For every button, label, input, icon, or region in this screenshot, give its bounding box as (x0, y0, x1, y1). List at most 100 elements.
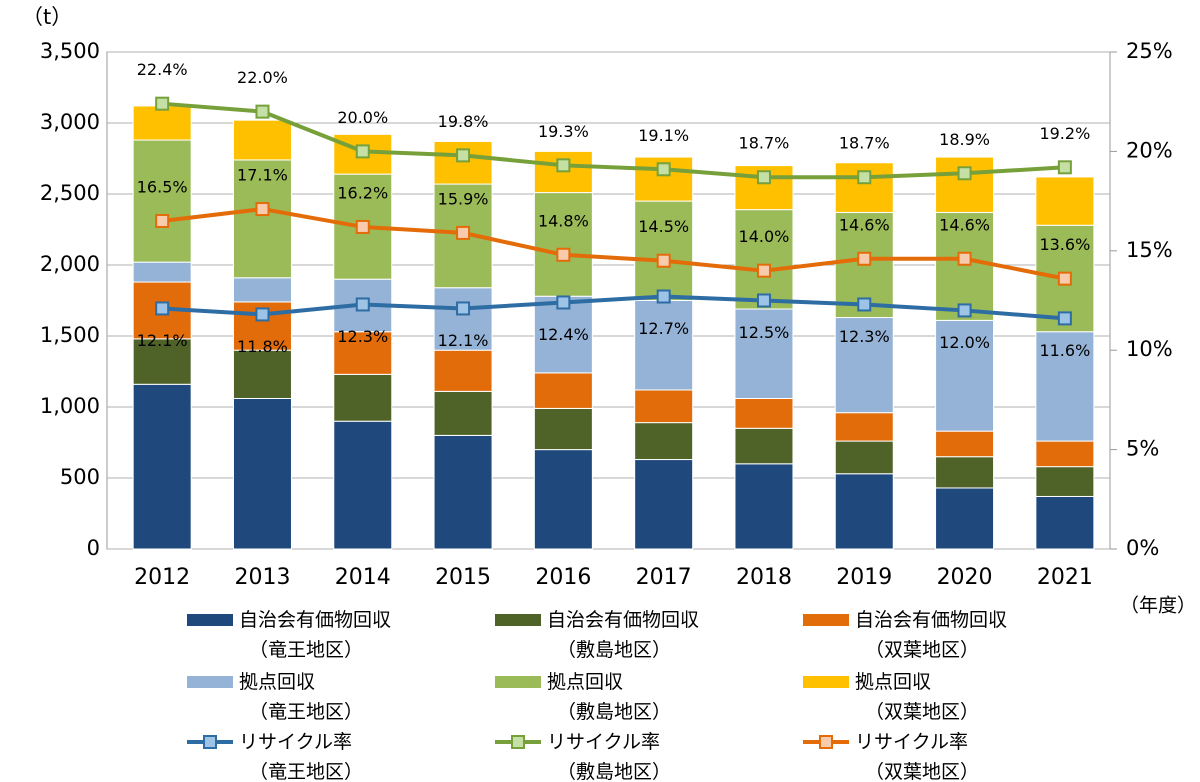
legend-label-line: （双葉地区） (865, 701, 979, 723)
bar-segment (1035, 495, 1095, 550)
rate-marker (656, 253, 671, 268)
legend-marker (511, 735, 525, 749)
data-label: 20.0% (337, 108, 388, 127)
bar-segment (433, 390, 493, 436)
legend-label: 自治会有価物回収 （敷島地区） (547, 609, 699, 661)
legend-label-line: 自治会有価物回収 (547, 609, 699, 631)
data-label: 14.8% (538, 211, 589, 230)
rate-marker (857, 297, 872, 312)
bar-segment (734, 427, 794, 465)
legend-label: リサイクル率 （竜王地区） (239, 731, 363, 782)
legend-label-line: （敷島地区） (557, 701, 671, 723)
legend-label-line: （双葉地区） (865, 639, 979, 661)
bar-segment (935, 156, 995, 213)
data-label: 19.3% (538, 122, 589, 141)
bar-segment (834, 412, 894, 442)
data-label: 14.6% (839, 215, 890, 234)
y-tick-label: 2,500 (40, 181, 100, 205)
rate-marker (155, 301, 170, 316)
legend-label: 自治会有価物回収 （双葉地区） (855, 609, 1007, 661)
bar-segment (634, 200, 694, 302)
bar-segment (232, 159, 292, 279)
legend-label-line: （竜王地区） (249, 761, 363, 782)
rate-line (162, 101, 1065, 180)
x-tick-label: 2014 (335, 565, 391, 590)
data-label: 12.3% (839, 327, 890, 346)
bar-segment (634, 459, 694, 550)
rate-marker (857, 170, 872, 185)
data-label: 18.7% (839, 134, 890, 153)
bar-segment (634, 422, 694, 461)
rate-marker (756, 263, 771, 278)
bar-segment (834, 473, 894, 550)
data-label: 12.3% (337, 327, 388, 346)
bar-segment (132, 105, 192, 141)
legend-label: 拠点回収 （敷島地区） (547, 671, 671, 723)
rate-marker (155, 96, 170, 111)
data-label: 11.8% (237, 337, 288, 356)
bar-segment (1035, 466, 1095, 497)
y2-tick-label: 5% (1126, 437, 1159, 461)
bar-segment (935, 211, 995, 321)
y-tick-label: 1,000 (40, 394, 100, 418)
bar-segment (433, 349, 493, 392)
rate-line (161, 207, 1066, 281)
data-label: 11.6% (1039, 341, 1090, 360)
data-label: 17.1% (237, 166, 288, 185)
rate-marker (1057, 271, 1072, 286)
rate-marker (456, 148, 471, 163)
y-tick-label: 0 (87, 536, 100, 560)
y-tick-label: 1,500 (40, 323, 100, 347)
data-label: 22.4% (137, 60, 188, 79)
legend-label-line: リサイクル率 (547, 731, 660, 753)
legend-label-line: （敷島地区） (557, 639, 671, 661)
x-tick-label: 2018 (736, 565, 792, 590)
bar-segment (132, 338, 192, 385)
rate-marker (255, 104, 270, 119)
legend-label-line: （竜王地区） (249, 701, 363, 723)
data-label: 13.6% (1039, 235, 1090, 254)
x-tick-label: 2021 (1037, 565, 1093, 590)
bar-segment (734, 308, 794, 399)
y-tick-label: 3,000 (40, 110, 100, 134)
bar-segment (935, 430, 995, 458)
rate-marker (456, 301, 471, 316)
data-label: 16.2% (337, 183, 388, 202)
y2-tick-label: 25% (1126, 39, 1173, 63)
data-label: 18.9% (939, 130, 990, 149)
bar-segment (1035, 176, 1095, 226)
data-label: 14.0% (739, 227, 790, 246)
legend-label-line: （双葉地区） (865, 761, 979, 782)
data-label: 14.6% (939, 215, 990, 234)
rate-marker (456, 225, 471, 240)
rate-marker (355, 144, 370, 159)
bar-segment (533, 192, 593, 297)
bar-segment (935, 319, 995, 432)
bar-segment (132, 139, 192, 263)
legend-label: 拠点回収 （竜王地区） (239, 671, 363, 723)
rate-marker (857, 251, 872, 266)
legend-label-line: リサイクル率 (855, 731, 968, 753)
rate-marker (1057, 160, 1072, 175)
legend-label-line: （敷島地区） (557, 761, 671, 782)
y-tick-label: 2,000 (40, 252, 100, 276)
data-label: 12.7% (638, 319, 689, 338)
x-tick-label: 2012 (134, 565, 190, 590)
data-label: 19.1% (638, 126, 689, 145)
data-label: 18.7% (739, 134, 790, 153)
rate-marker (957, 303, 972, 318)
bar-segment (433, 287, 493, 351)
bar-segment (232, 277, 292, 303)
rate-marker (556, 295, 571, 310)
x-axis-label: （年度） (1120, 595, 1196, 617)
legend-label-line: 拠点回収 (239, 671, 315, 693)
rate-marker (957, 166, 972, 181)
x-tick-label: 2015 (435, 565, 491, 590)
x-tick-label: 2017 (636, 565, 692, 590)
legend-label-line: リサイクル率 (239, 731, 352, 753)
rate-marker (355, 219, 370, 234)
bar-segment (834, 440, 894, 475)
bar-segment (132, 261, 192, 283)
y2-tick-label: 0% (1126, 536, 1159, 560)
y2-tick-label: 15% (1126, 238, 1173, 262)
